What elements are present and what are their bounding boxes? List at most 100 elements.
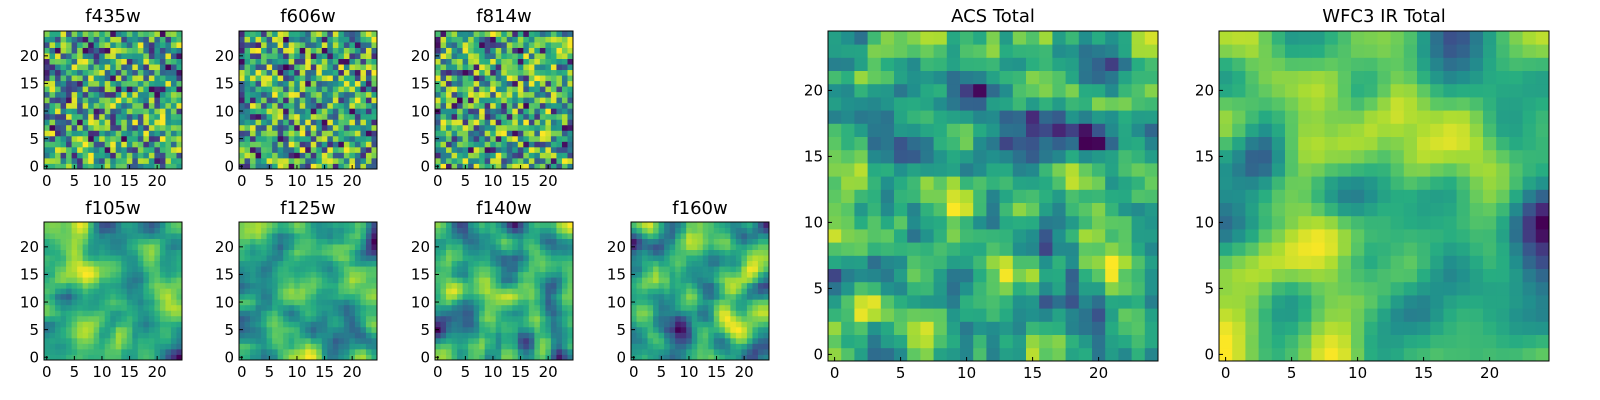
heatmap-cell xyxy=(143,227,150,234)
heatmap-cell xyxy=(828,268,842,283)
heatmap-cell xyxy=(60,282,67,289)
heatmap-cell xyxy=(343,141,350,148)
heatmap-cell xyxy=(495,86,502,93)
heatmap-cell xyxy=(528,163,535,170)
heatmap-cell xyxy=(316,119,323,126)
heatmap-cell xyxy=(1052,202,1066,217)
heatmap-cell xyxy=(512,310,519,317)
heatmap-cell xyxy=(1039,295,1053,309)
heatmap-cell xyxy=(321,36,328,43)
heatmap-cell xyxy=(828,136,842,151)
heatmap-cell xyxy=(1118,295,1132,309)
heatmap-cell xyxy=(484,222,491,228)
heatmap-cell xyxy=(506,315,513,322)
heatmap-cell xyxy=(697,260,704,267)
heatmap-cell xyxy=(250,141,256,148)
heatmap-cell xyxy=(686,271,693,278)
heatmap-cell xyxy=(283,97,290,104)
heatmap-cell xyxy=(299,288,306,295)
heatmap-cell xyxy=(440,343,447,350)
heatmap-cell xyxy=(534,97,541,104)
heatmap-cell xyxy=(338,354,345,361)
heatmap-cell xyxy=(435,222,441,228)
heatmap-cell xyxy=(468,108,475,115)
heatmap-cell xyxy=(266,304,273,311)
heatmap-cell xyxy=(49,293,56,300)
heatmap-cell xyxy=(479,113,486,120)
heatmap-cell xyxy=(354,260,361,267)
heatmap-cell xyxy=(250,42,256,48)
panel-f125w: f125w 0 5 10 15 20 0 5 10 15 20 xyxy=(196,196,396,396)
heatmap-cell xyxy=(365,304,372,311)
heatmap-cell xyxy=(907,308,921,322)
heatmap-cell xyxy=(642,321,648,328)
heatmap-cell xyxy=(446,244,452,250)
heatmap-cell xyxy=(121,255,128,262)
heatmap-cell xyxy=(115,64,122,71)
heatmap-cell xyxy=(550,315,557,322)
heatmap-cell xyxy=(675,277,682,284)
heatmap-cell xyxy=(1039,163,1053,177)
heatmap-cell xyxy=(457,119,463,126)
heatmap-cell xyxy=(176,80,183,87)
heatmap-cell xyxy=(49,337,56,344)
heatmap-cell xyxy=(255,260,262,267)
heatmap-cell xyxy=(473,119,480,126)
heatmap-cell xyxy=(66,244,72,250)
heatmap-cell xyxy=(44,233,50,239)
heatmap-cell xyxy=(973,255,987,269)
heatmap-cell xyxy=(305,36,312,43)
heatmap-cell xyxy=(137,64,144,71)
heatmap-cell xyxy=(735,288,742,295)
heatmap-cell xyxy=(121,277,128,284)
x-tick-label: 10 xyxy=(483,363,502,381)
heatmap-cell xyxy=(1078,136,1093,151)
heatmap-cell xyxy=(110,354,117,361)
heatmap-cell xyxy=(545,233,552,239)
heatmap-cell xyxy=(528,271,535,278)
heatmap-cell xyxy=(338,108,345,115)
heatmap-cell xyxy=(121,119,128,126)
heatmap-cell xyxy=(165,130,172,137)
heatmap-cell xyxy=(1012,149,1027,164)
heatmap-cell xyxy=(354,108,361,115)
heatmap-cell xyxy=(310,255,317,262)
heatmap-cell xyxy=(451,64,458,71)
heatmap-cell xyxy=(360,58,367,65)
y-tick-label: 20 xyxy=(215,47,234,65)
heatmap-cell xyxy=(154,135,161,142)
heatmap-cell xyxy=(239,343,245,350)
heatmap-cell xyxy=(272,266,279,273)
heatmap-cell xyxy=(137,157,144,164)
heatmap-cell xyxy=(735,277,742,284)
heatmap-cell xyxy=(528,288,535,295)
heatmap-cell xyxy=(567,249,574,256)
heatmap-cell xyxy=(880,215,895,230)
heatmap-cell xyxy=(321,119,328,126)
heatmap-cell xyxy=(451,337,458,344)
heatmap-cell xyxy=(757,249,764,256)
heatmap-cell xyxy=(294,260,301,267)
heatmap-cell xyxy=(479,337,486,344)
heatmap-cell xyxy=(327,288,334,295)
heatmap-cell xyxy=(104,53,111,59)
heatmap-cell xyxy=(283,227,290,234)
heatmap-cell xyxy=(360,249,367,256)
heatmap-cell xyxy=(735,244,742,250)
heatmap-cell xyxy=(283,58,290,65)
heatmap-cell xyxy=(294,310,301,317)
heatmap-cell xyxy=(49,113,56,120)
heatmap-cell xyxy=(165,113,172,120)
heatmap-cell xyxy=(165,36,172,43)
heatmap-cell xyxy=(121,288,128,295)
heatmap-cell xyxy=(82,304,89,311)
heatmap-cell xyxy=(986,255,1000,269)
heatmap-cell xyxy=(735,315,742,322)
heatmap-cell xyxy=(305,315,312,322)
heatmap-cell xyxy=(512,36,519,43)
heatmap-cell xyxy=(332,47,339,54)
heatmap-cell xyxy=(44,152,50,159)
heatmap-cell xyxy=(104,321,111,328)
heatmap-cell xyxy=(631,315,637,322)
